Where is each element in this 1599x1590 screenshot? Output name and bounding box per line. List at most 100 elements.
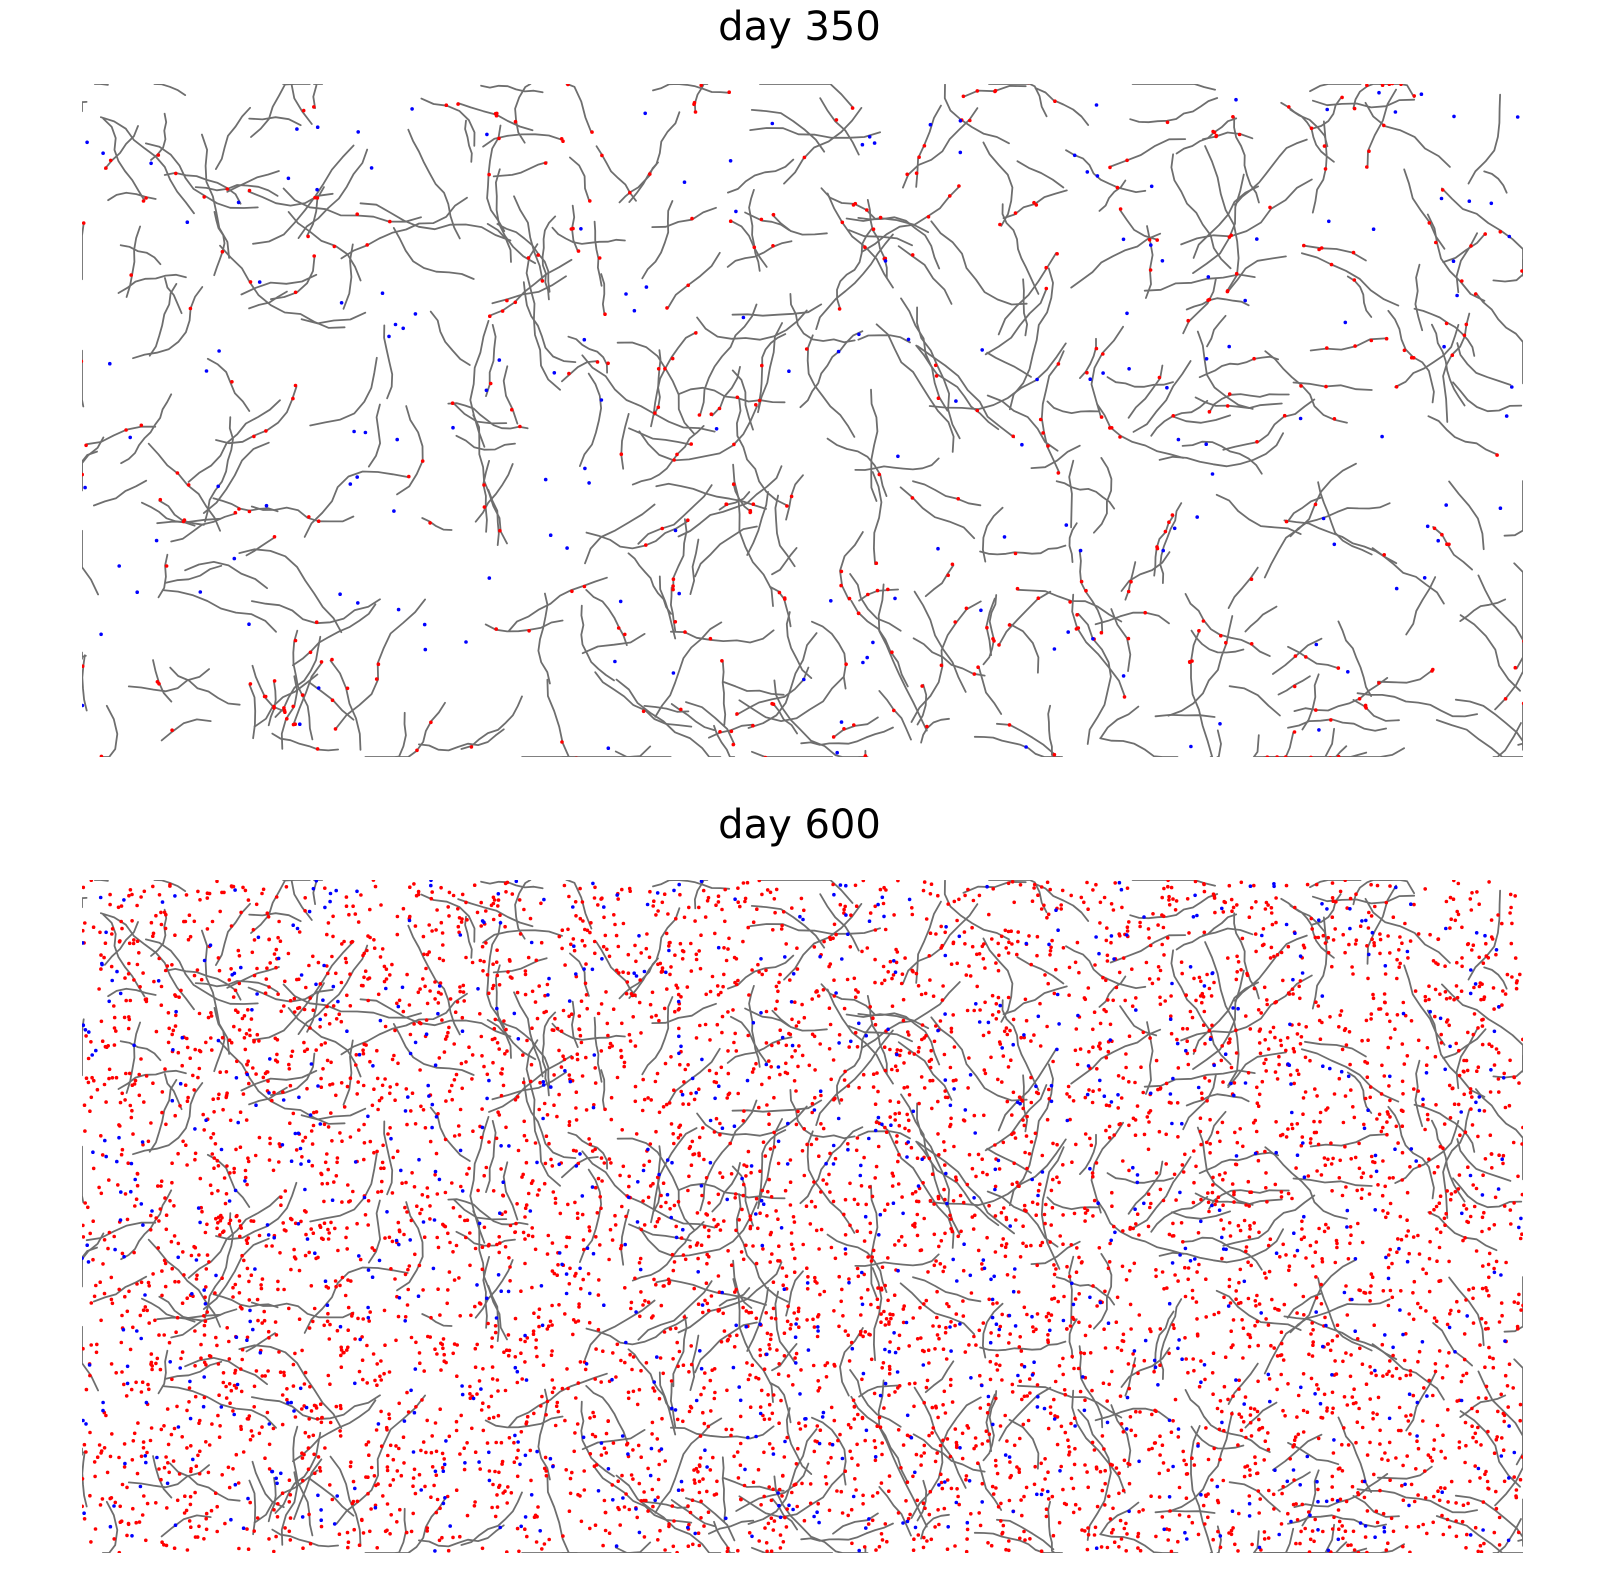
- red-point: [1273, 1000, 1277, 1005]
- red-point: [897, 1123, 902, 1128]
- red-point: [922, 1443, 927, 1448]
- red-point: [94, 1350, 99, 1355]
- red-point: [1379, 1129, 1384, 1134]
- network-line: [160, 718, 212, 742]
- network-line: [480, 880, 544, 890]
- red-point: [1357, 1141, 1361, 1146]
- red-point: [949, 1377, 953, 1382]
- red-point: [344, 895, 349, 899]
- network-line: [1127, 1160, 1164, 1215]
- red-point: [1208, 1117, 1212, 1122]
- network-line: [746, 1286, 769, 1352]
- red-point: [856, 1274, 861, 1279]
- red-point: [681, 1363, 686, 1367]
- network-line: [641, 996, 674, 1076]
- red-point: [1438, 1230, 1443, 1235]
- red-point: [768, 1147, 773, 1151]
- red-point: [1352, 278, 1357, 282]
- red-point: [678, 941, 683, 946]
- network-line: [1456, 1138, 1512, 1182]
- red-point: [279, 1203, 283, 1207]
- blue-point: [860, 142, 865, 147]
- red-point: [252, 973, 257, 978]
- red-point: [942, 1389, 947, 1394]
- network-line: [1304, 1040, 1367, 1058]
- red-point: [180, 1301, 185, 1305]
- red-point: [792, 1311, 796, 1315]
- red-point: [647, 955, 652, 960]
- red-point: [672, 1519, 676, 1523]
- red-point: [313, 1471, 317, 1476]
- red-point: [760, 1082, 764, 1087]
- network-line: [1068, 1255, 1075, 1325]
- red-point: [1345, 1403, 1350, 1407]
- red-point: [1427, 1157, 1431, 1161]
- red-point: [1492, 1063, 1497, 1067]
- red-point: [1508, 1058, 1512, 1063]
- red-point: [322, 1323, 326, 1328]
- red-point: [116, 905, 121, 910]
- red-point: [440, 1451, 445, 1456]
- red-point: [536, 253, 540, 257]
- network-line: [460, 695, 523, 750]
- network-line: [117, 273, 187, 294]
- red-point: [450, 401, 455, 406]
- red-point: [1183, 1336, 1187, 1340]
- network-line: [988, 880, 1048, 914]
- red-point: [272, 706, 276, 710]
- red-point: [869, 1259, 874, 1263]
- red-point: [848, 945, 853, 949]
- red-point: [487, 991, 491, 996]
- red-point: [425, 1529, 430, 1533]
- network-line: [1294, 1523, 1335, 1553]
- red-point: [952, 1144, 956, 1149]
- network-line: [214, 106, 252, 170]
- network-line: [1070, 232, 1162, 289]
- red-point: [1013, 551, 1018, 556]
- red-point: [308, 1541, 313, 1546]
- network-line: [641, 200, 674, 280]
- red-point: [167, 1026, 171, 1031]
- red-point: [1298, 1042, 1303, 1046]
- network-line: [364, 1507, 407, 1553]
- red-point: [505, 1550, 509, 1553]
- red-point: [1293, 654, 1298, 658]
- network-line: [303, 1266, 409, 1334]
- red-point: [943, 1148, 947, 1153]
- network-line: [594, 671, 693, 728]
- red-point: [770, 1043, 774, 1048]
- network-line: [496, 223, 551, 293]
- red-point: [920, 684, 924, 688]
- red-point: [1155, 238, 1159, 242]
- red-point: [802, 1173, 807, 1178]
- red-point: [657, 1462, 661, 1467]
- network-line: [685, 701, 736, 746]
- red-point: [593, 1147, 597, 1152]
- red-point: [1055, 1142, 1059, 1147]
- red-point: [1469, 908, 1474, 912]
- red-point: [348, 1199, 353, 1203]
- blue-point: [613, 659, 617, 664]
- network-line: [457, 898, 534, 928]
- red-point: [338, 1429, 342, 1433]
- red-point: [788, 1180, 793, 1184]
- red-point: [837, 1033, 842, 1037]
- red-point: [934, 1406, 938, 1410]
- red-point: [237, 981, 242, 986]
- red-point: [848, 1181, 852, 1186]
- red-point: [248, 1500, 252, 1505]
- red-point: [155, 1356, 160, 1361]
- network-line: [164, 1073, 183, 1111]
- red-point: [704, 1176, 709, 1180]
- blue-point: [1176, 437, 1181, 442]
- network-line: [912, 1276, 982, 1303]
- red-point: [549, 1353, 554, 1357]
- red-point: [470, 1426, 474, 1431]
- red-point: [1253, 932, 1258, 936]
- red-point: [743, 899, 747, 904]
- red-point: [1043, 973, 1047, 977]
- red-point: [1408, 1369, 1413, 1373]
- red-point: [1158, 995, 1162, 1000]
- network-line: [651, 206, 717, 229]
- red-point: [771, 244, 775, 248]
